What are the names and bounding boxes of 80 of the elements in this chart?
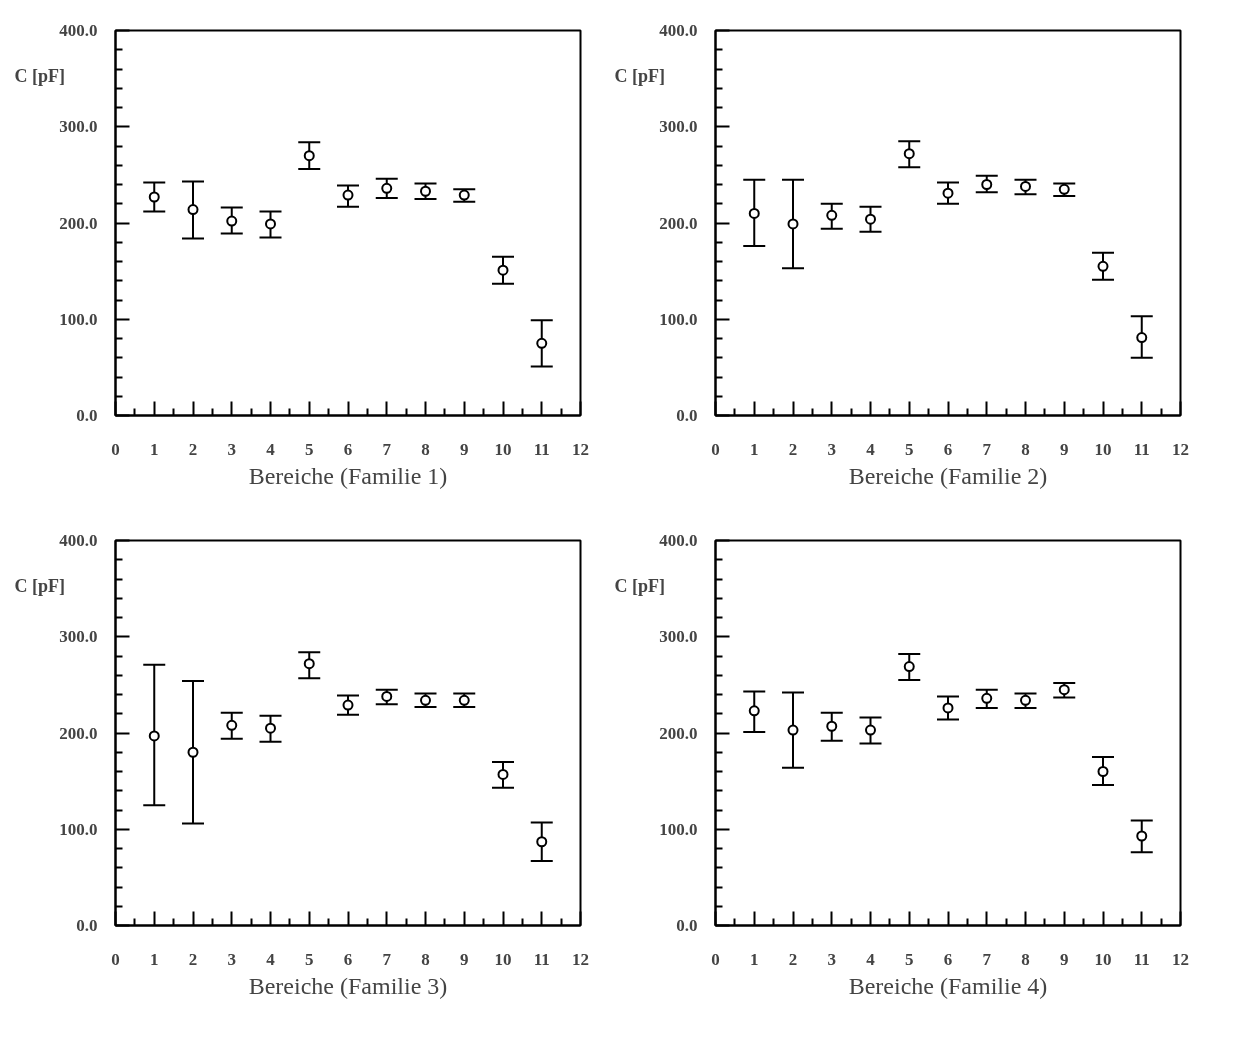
x-tick-label: 2	[788, 949, 798, 969]
x-tick-label: 6	[343, 439, 353, 459]
y-tick-label: 400.0	[659, 21, 698, 40]
x-tick-label: 12	[1172, 949, 1189, 969]
x-tick-label: 0	[711, 949, 720, 969]
x-tick-label: 9	[1060, 949, 1069, 969]
x-tick-label: 5	[305, 949, 314, 969]
x-tick-label: 11	[533, 439, 550, 459]
x-axis-title: Bereiche (Familie 4)	[848, 972, 1048, 999]
x-tick-label: 3	[227, 439, 236, 459]
x-axis-title: Bereiche (Familie 3)	[248, 972, 448, 999]
y-tick-label: 100.0	[59, 819, 98, 839]
y-tick-label: 0.0	[676, 916, 698, 935]
x-tick-label: 12	[1172, 439, 1189, 459]
x-tick-label: 10	[1094, 439, 1112, 459]
x-tick-label: 11	[1133, 949, 1150, 969]
x-tick-label: 10	[494, 949, 512, 969]
x-tick-label: 1	[750, 439, 759, 459]
x-tick-label: 11	[533, 949, 550, 969]
x-tick-label: 4	[866, 439, 876, 459]
x-tick-label: 7	[382, 439, 392, 459]
y-tick-label: 300.0	[59, 117, 98, 137]
x-axis-title: Bereiche (Familie 2)	[848, 462, 1048, 489]
x-tick-label: 5	[305, 439, 314, 459]
x-tick-label: 11	[1133, 439, 1150, 459]
x-tick-label: 2	[188, 949, 198, 969]
y-tick-label: 100.0	[659, 819, 698, 839]
x-tick-label: 0	[711, 439, 720, 459]
x-tick-label: 8	[1021, 949, 1030, 969]
x-tick-label: 8	[1021, 439, 1030, 459]
y-axis-title: C [pF]	[14, 65, 65, 86]
y-tick-label: 0.0	[76, 406, 98, 425]
x-tick-label: 12	[572, 439, 589, 459]
y-tick-label: 300.0	[659, 627, 698, 647]
x-tick-label: 1	[150, 439, 159, 459]
y-axis-title: C [pF]	[14, 575, 65, 596]
y-tick-label: 400.0	[659, 531, 698, 550]
x-tick-label: 9	[1060, 439, 1069, 459]
x-tick-label: 7	[982, 439, 992, 459]
y-tick-label: 400.0	[59, 531, 98, 550]
x-tick-label: 0	[111, 439, 120, 459]
x-tick-label: 12	[572, 949, 589, 969]
x-tick-label: 5	[905, 949, 914, 969]
y-tick-label: 300.0	[659, 117, 698, 137]
x-tick-label: 7	[982, 949, 992, 969]
y-tick-label: 100.0	[659, 309, 698, 329]
x-tick-label: 9	[460, 439, 469, 459]
y-tick-label: 200.0	[659, 213, 698, 233]
x-tick-label: 2	[188, 439, 198, 459]
y-tick-label: 400.0	[59, 21, 98, 40]
x-tick-label: 3	[827, 439, 836, 459]
y-tick-label: 100.0	[59, 309, 98, 329]
x-tick-label: 10	[1094, 949, 1112, 969]
y-tick-label: 0.0	[676, 406, 698, 425]
y-tick-label: 200.0	[659, 723, 698, 743]
x-tick-label: 4	[266, 439, 276, 459]
x-tick-label: 9	[460, 949, 469, 969]
x-tick-label: 2	[788, 439, 798, 459]
x-axis-title: Bereiche (Familie 1)	[248, 462, 448, 489]
y-axis-title: C [pF]	[614, 65, 665, 86]
x-tick-label: 8	[421, 439, 430, 459]
x-tick-label: 4	[266, 949, 276, 969]
x-tick-label: 8	[421, 949, 430, 969]
x-tick-label: 1	[750, 949, 759, 969]
y-tick-label: 200.0	[59, 213, 98, 233]
x-tick-label: 7	[382, 949, 392, 969]
x-tick-label: 5	[905, 439, 914, 459]
x-tick-label: 0	[111, 949, 120, 969]
x-tick-label: 6	[943, 439, 953, 459]
x-tick-label: 6	[943, 949, 953, 969]
x-tick-label: 6	[343, 949, 353, 969]
y-tick-label: 0.0	[76, 916, 98, 935]
x-tick-label: 1	[150, 949, 159, 969]
y-tick-label: 200.0	[59, 723, 98, 743]
x-tick-label: 4	[866, 949, 876, 969]
x-tick-label: 10	[494, 439, 512, 459]
x-tick-label: 3	[827, 949, 836, 969]
y-axis-title: C [pF]	[614, 575, 665, 596]
x-tick-label: 3	[227, 949, 236, 969]
y-tick-label: 300.0	[59, 627, 98, 647]
